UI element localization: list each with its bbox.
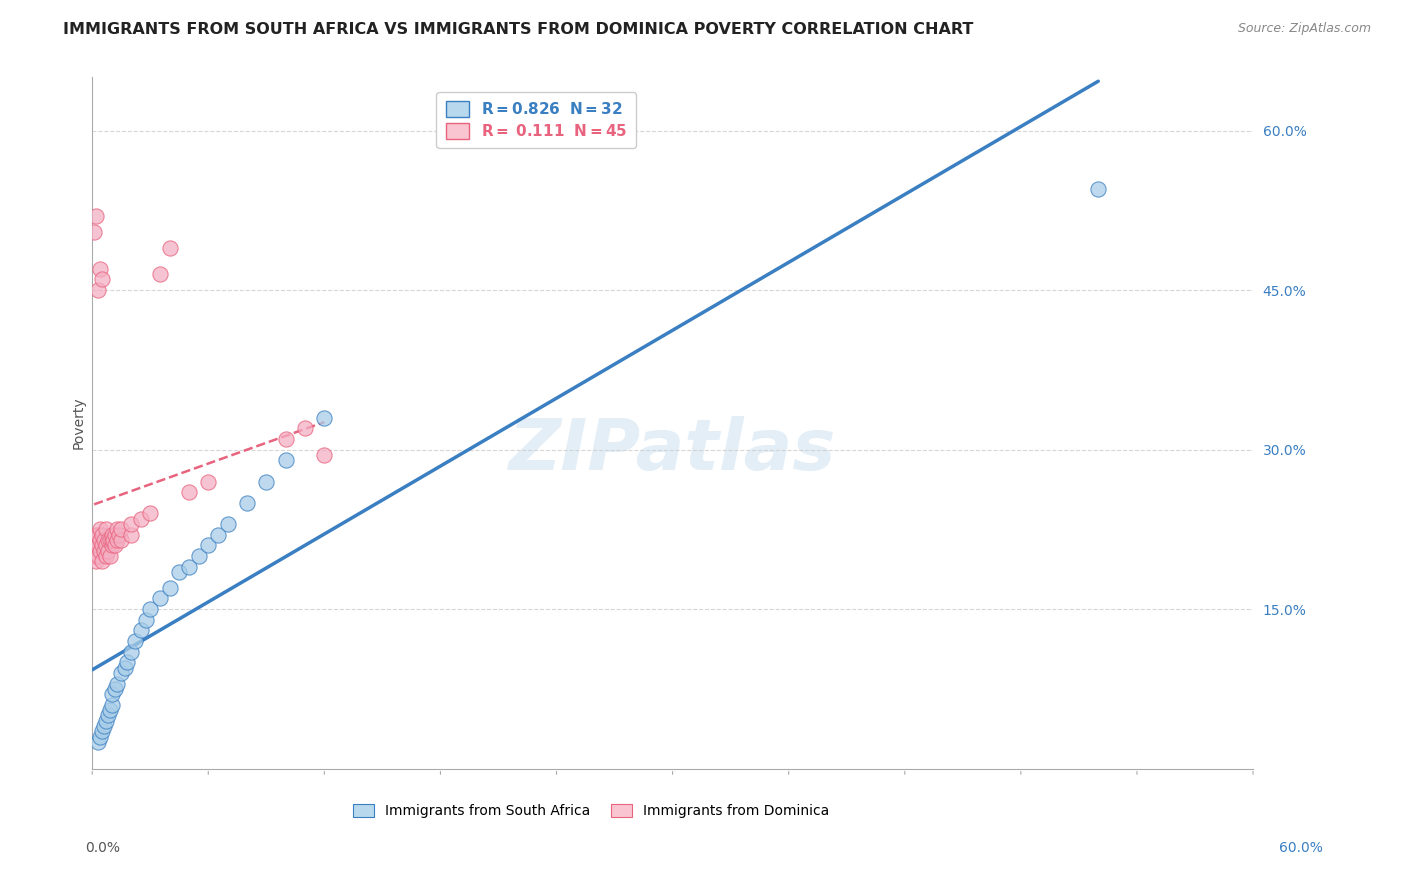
Text: 60.0%: 60.0%	[1278, 841, 1323, 855]
Point	[93, 533, 115, 547]
Text: ZIPatlas: ZIPatlas	[509, 417, 837, 485]
Point	[129, 624, 152, 638]
Point	[177, 559, 200, 574]
Point	[90, 527, 112, 541]
Point	[87, 538, 110, 552]
Point	[120, 527, 142, 541]
Point	[254, 475, 277, 489]
Point	[100, 533, 122, 547]
Point	[98, 533, 121, 547]
Point	[294, 421, 316, 435]
Point	[100, 538, 122, 552]
Point	[97, 533, 120, 547]
Point	[236, 496, 259, 510]
Point	[197, 538, 219, 552]
Point	[104, 538, 127, 552]
Point	[93, 719, 115, 733]
Point	[115, 655, 138, 669]
Point	[90, 724, 112, 739]
Point	[89, 261, 111, 276]
Point	[89, 543, 111, 558]
Point	[89, 522, 111, 536]
Point	[90, 272, 112, 286]
Point	[94, 714, 117, 728]
Point	[129, 512, 152, 526]
Point	[90, 538, 112, 552]
Point	[314, 448, 336, 462]
Point	[207, 527, 229, 541]
Point	[83, 549, 105, 563]
Text: IMMIGRANTS FROM SOUTH AFRICA VS IMMIGRANTS FROM DOMINICA POVERTY CORRELATION CHA: IMMIGRANTS FROM SOUTH AFRICA VS IMMIGRAN…	[63, 22, 973, 37]
Point	[197, 475, 219, 489]
Legend: Immigrants from South Africa, Immigrants from Dominica: Immigrants from South Africa, Immigrants…	[347, 798, 835, 824]
Point	[90, 554, 112, 568]
Point	[97, 708, 120, 723]
Point	[84, 533, 107, 547]
Point	[84, 209, 107, 223]
Point	[83, 538, 105, 552]
Point	[159, 581, 181, 595]
Point	[94, 522, 117, 536]
Point	[187, 549, 209, 563]
Point	[104, 681, 127, 696]
Point	[100, 687, 122, 701]
Y-axis label: Poverty: Poverty	[72, 397, 86, 450]
Point	[87, 527, 110, 541]
Point	[84, 527, 107, 541]
Point	[93, 543, 115, 558]
Point	[177, 485, 200, 500]
Point	[120, 516, 142, 531]
Point	[97, 543, 120, 558]
Point	[98, 703, 121, 717]
Point	[139, 507, 162, 521]
Point	[314, 410, 336, 425]
Text: Source: ZipAtlas.com: Source: ZipAtlas.com	[1237, 22, 1371, 36]
Point	[108, 527, 131, 541]
Point	[167, 565, 190, 579]
Point	[217, 516, 239, 531]
Point	[105, 522, 128, 536]
Point	[139, 602, 162, 616]
Point	[94, 549, 117, 563]
Point	[274, 432, 297, 446]
Point	[98, 549, 121, 563]
Point	[110, 665, 132, 680]
Point	[159, 241, 181, 255]
Point	[120, 645, 142, 659]
Point	[89, 533, 111, 547]
Point	[274, 453, 297, 467]
Point	[149, 591, 172, 606]
Point	[94, 538, 117, 552]
Point	[87, 283, 110, 297]
Point	[105, 533, 128, 547]
Point	[135, 613, 157, 627]
Point	[110, 533, 132, 547]
Point	[114, 660, 136, 674]
Point	[110, 522, 132, 536]
Point	[104, 527, 127, 541]
Point	[105, 676, 128, 690]
Point	[124, 634, 146, 648]
Point	[87, 735, 110, 749]
Text: 0.0%: 0.0%	[86, 841, 120, 855]
Point	[1087, 182, 1109, 196]
Point	[83, 225, 105, 239]
Point	[100, 527, 122, 541]
Point	[87, 549, 110, 563]
Point	[89, 730, 111, 744]
Point	[100, 698, 122, 712]
Point	[84, 554, 107, 568]
Point	[103, 533, 125, 547]
Point	[149, 267, 172, 281]
